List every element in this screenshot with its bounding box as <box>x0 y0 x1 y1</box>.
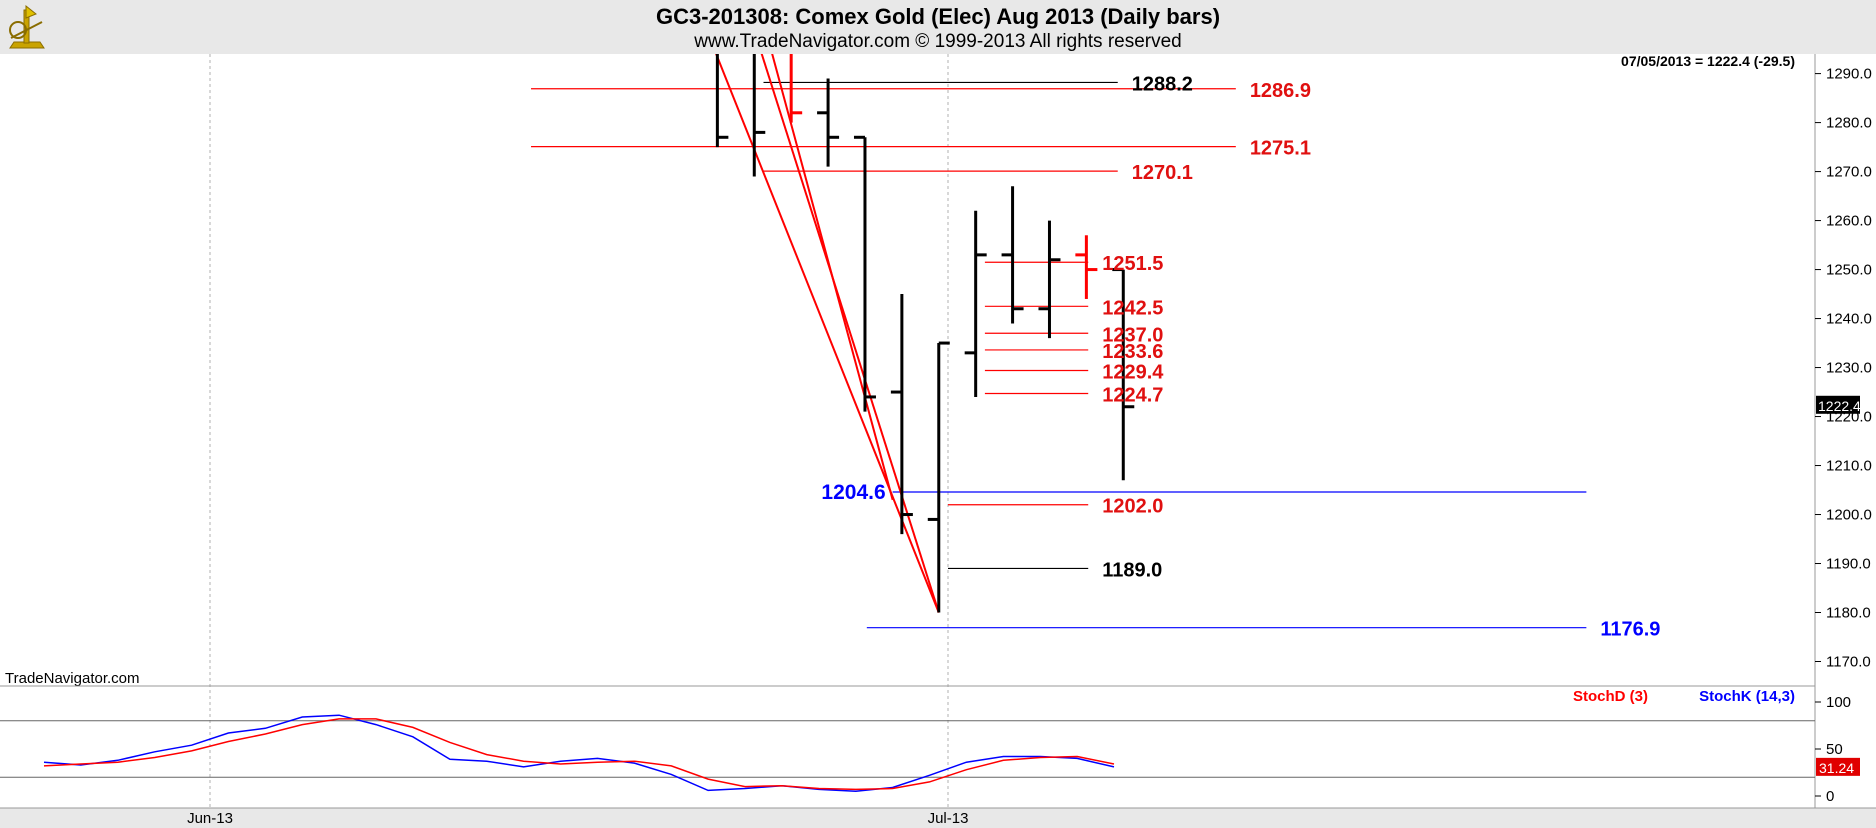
stochk-line <box>43 714 1115 793</box>
y-tick-label: 1270.0 <box>1826 164 1872 181</box>
ohlc-bar <box>853 135 876 412</box>
ohlc-bar <box>715 54 729 148</box>
info-label: 07/05/2013 = 1222.4 (-29.5) <box>1621 53 1795 69</box>
price-level-label: 1251.5 <box>1102 253 1163 275</box>
x-axis-band <box>0 808 1876 828</box>
y-tick-label: 1170.0 <box>1826 654 1871 671</box>
price-level-label: 1189.0 <box>1102 559 1162 581</box>
stoch-y-tick-label: 0 <box>1826 788 1834 805</box>
ohlc-bar <box>1001 186 1024 324</box>
x-tick-label: Jun-13 <box>187 810 233 827</box>
stochastic-panel: Jun-13 Jul-13 100 50 0 StochD (3) StochK (14,3… <box>0 688 1876 828</box>
ohlc-bar <box>964 210 987 397</box>
y-tick-label: 1290.0 <box>1826 66 1872 83</box>
ohlc-bar <box>890 294 913 535</box>
price-plot-area <box>531 54 1587 629</box>
price-level-label: 1288.2 <box>1132 73 1193 95</box>
y-tick-label: 1230.0 <box>1826 360 1872 377</box>
ohlc-bar <box>789 54 803 123</box>
price-level-label: 1270.1 <box>1132 162 1193 184</box>
price-level-label: 1242.5 <box>1102 297 1163 319</box>
legend-stochk: StochK (14,3) <box>1699 688 1795 705</box>
last-price-tag <box>1816 395 1860 414</box>
price-level-label: 1229.4 <box>1102 361 1164 383</box>
stoch-last-value-tag <box>1816 757 1860 776</box>
watermark: TradeNavigator.com <box>5 670 140 687</box>
y-tick-label: 1240.0 <box>1826 311 1872 328</box>
chart-header: GC3-201308: Comex Gold (Elec) Aug 2013 (… <box>0 0 1876 54</box>
ohlc-bar <box>752 54 766 177</box>
ohlc-bar <box>1075 235 1098 299</box>
legend-stochd: StochD (3) <box>1573 688 1648 705</box>
copyright-subtitle: www.TradeNavigator.com © 1999-2013 All r… <box>694 31 1182 52</box>
y-tick-label: 1190.0 <box>1826 556 1871 573</box>
trend-line <box>760 54 940 613</box>
chart-title: GC3-201308: Comex Gold (Elec) Aug 2013 (… <box>655 4 1221 29</box>
ohlc-bar <box>817 78 840 167</box>
ohlc-bar <box>1112 268 1135 481</box>
price-level-label: 1204.6 <box>821 481 885 504</box>
stoch-y-tick-label: 50 <box>1826 741 1843 758</box>
price-level-label: 1224.7 <box>1102 385 1163 407</box>
stoch-y-tick-label: 100 <box>1826 694 1851 711</box>
price-level-label: 1275.1 <box>1250 138 1311 160</box>
last-price-tag-label: 1222.4 <box>1818 398 1861 414</box>
x-tick-label: Jul-13 <box>928 810 969 827</box>
y-tick-label: 1280.0 <box>1826 115 1872 132</box>
ohlc-bar <box>927 341 950 613</box>
y-tick-label: 1180.0 <box>1826 605 1871 622</box>
price-level-label: 1286.9 <box>1250 80 1311 102</box>
price-level-label: 1202.0 <box>1102 496 1163 518</box>
price-level-label: 1237.0 <box>1102 324 1163 346</box>
y-tick-label: 1210.0 <box>1826 458 1872 475</box>
ohlc-bar <box>1038 220 1061 339</box>
y-tick-label: 1250.0 <box>1826 262 1872 279</box>
stochd-line <box>43 718 1115 791</box>
trade-navigator-logo-icon <box>9 4 45 49</box>
price-level-label: 1176.9 <box>1600 619 1660 641</box>
trend-line <box>715 54 940 613</box>
trend-line <box>771 54 894 501</box>
axis-background <box>1815 54 1876 808</box>
price-level-label: 1233.6 <box>1102 341 1163 363</box>
y-tick-label: 1200.0 <box>1826 507 1872 524</box>
stoch-last-value-label: 31.24 <box>1819 760 1854 776</box>
price-panel: 1290.0 1280.0 1270.0 1260.0 1250.0 1240.0 1230… <box>0 53 1876 808</box>
y-tick-label: 1260.0 <box>1826 213 1872 230</box>
